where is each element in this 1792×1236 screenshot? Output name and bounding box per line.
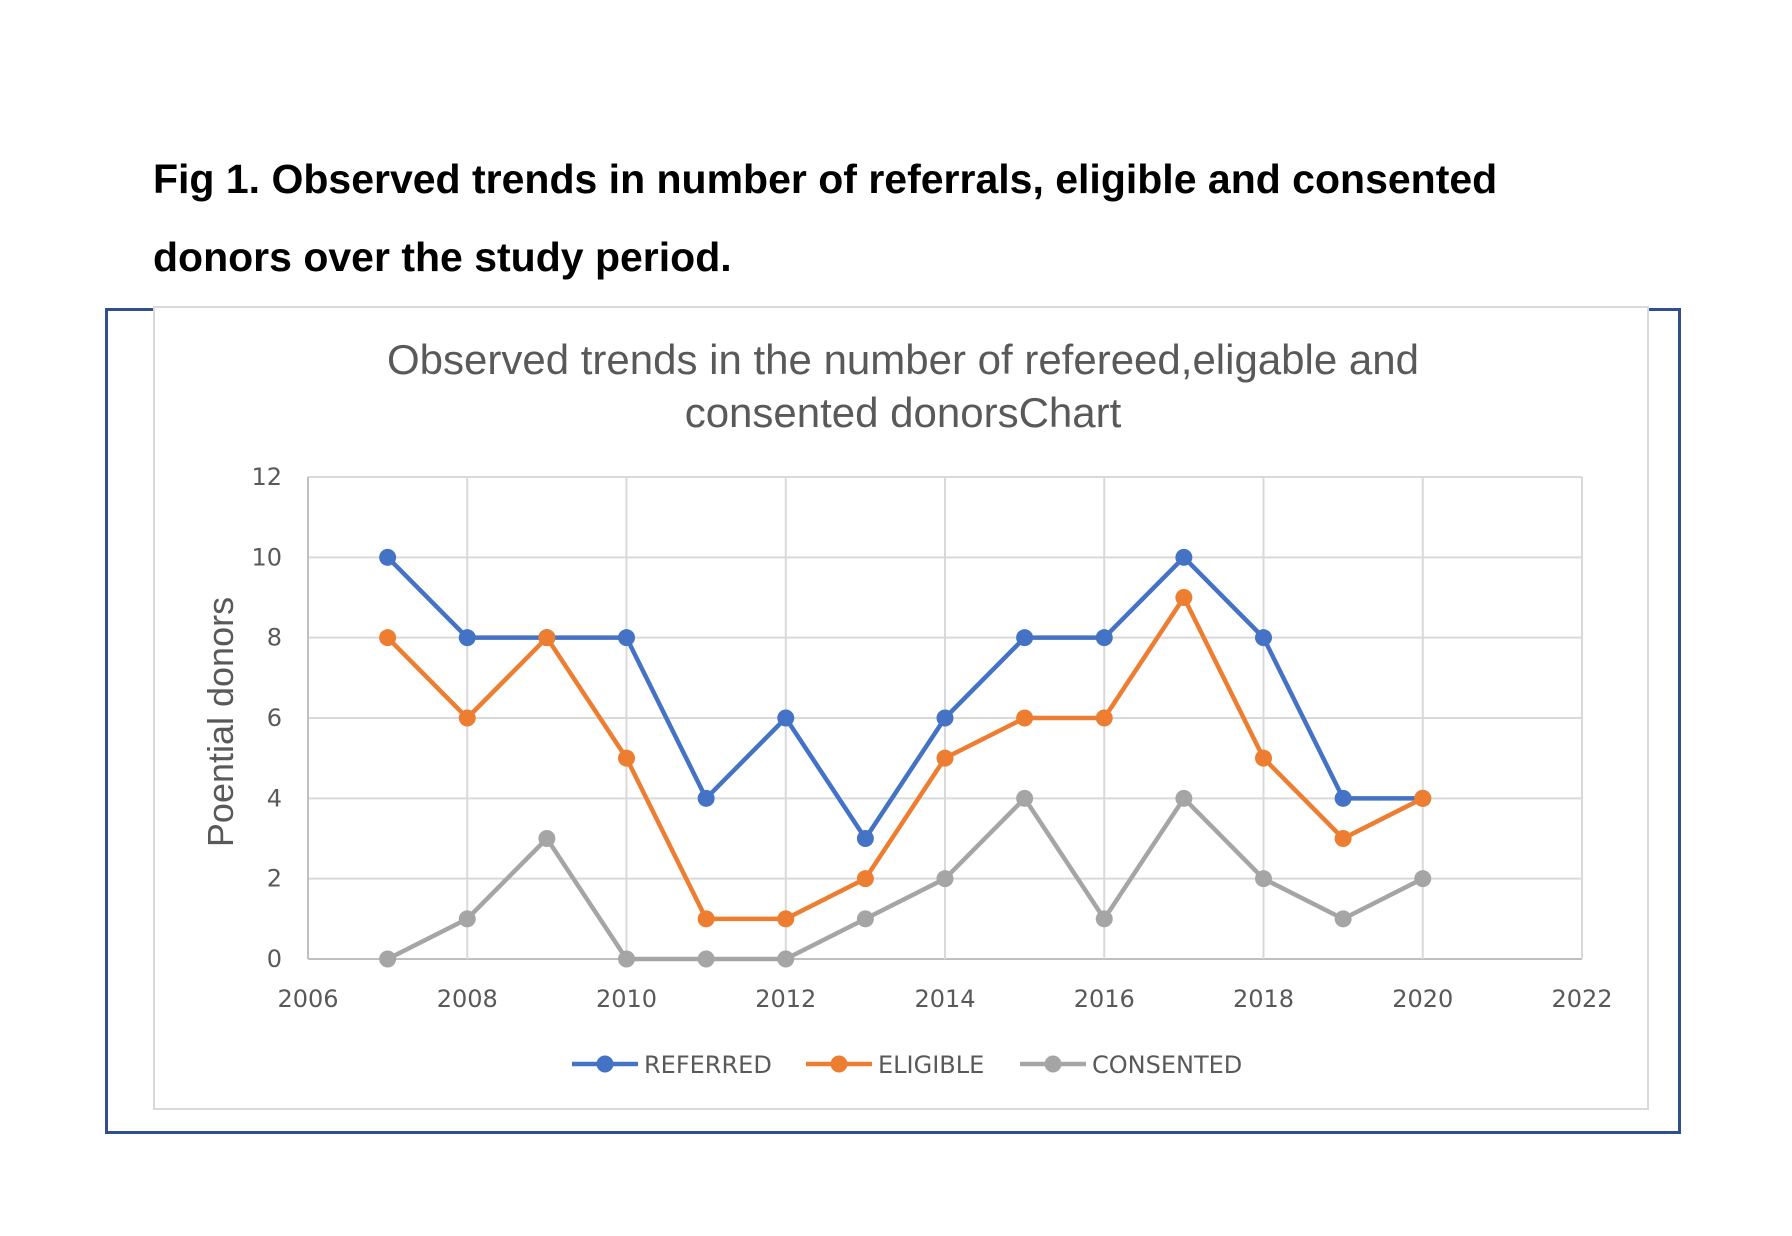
data-point — [1334, 830, 1352, 847]
y-tick-label: 2 — [267, 865, 282, 893]
y-tick-label: 0 — [267, 945, 282, 973]
data-point — [856, 830, 874, 847]
data-point — [697, 789, 715, 807]
legend-marker — [830, 1055, 848, 1073]
data-point — [1255, 870, 1272, 888]
data-point — [1334, 910, 1352, 928]
y-tick-label: 12 — [251, 463, 282, 491]
legend-item-consented: CONSENTED — [1020, 1051, 1242, 1079]
legend-marker — [1044, 1055, 1062, 1073]
series-group — [379, 548, 1432, 968]
series-line — [386, 555, 1423, 841]
data-point — [1175, 789, 1193, 807]
legend-label: REFERRED — [644, 1051, 772, 1079]
data-point — [1414, 870, 1432, 888]
x-tick-label: 2020 — [1392, 985, 1453, 1013]
data-point — [1255, 629, 1272, 647]
data-point — [777, 709, 795, 727]
data-point — [936, 709, 954, 727]
y-axis-label: Poential donors — [200, 597, 241, 847]
data-point — [856, 910, 874, 928]
data-point — [1095, 910, 1113, 928]
x-tick-label: 2016 — [1074, 985, 1135, 1013]
data-point — [697, 950, 715, 968]
data-point — [697, 910, 715, 928]
data-point — [458, 629, 476, 647]
data-point — [936, 749, 954, 767]
y-tick-label: 6 — [267, 704, 282, 732]
data-point — [538, 830, 556, 847]
legend-label: CONSENTED — [1092, 1051, 1242, 1079]
data-point — [538, 629, 556, 647]
data-point — [777, 950, 795, 968]
data-point — [379, 950, 397, 968]
legend-item-referred: REFERRED — [572, 1051, 772, 1079]
data-point — [1016, 629, 1034, 647]
data-point — [618, 950, 635, 968]
data-point — [379, 629, 397, 647]
data-point — [618, 629, 635, 647]
x-tick-label: 2006 — [277, 985, 338, 1013]
figure-caption-line-1: Fig 1. Observed trends in number of refe… — [153, 156, 1498, 202]
legend: REFERRED ELIGIBLE CONSENTED — [572, 1051, 1242, 1079]
data-point — [856, 870, 874, 888]
data-point — [458, 910, 476, 928]
y-tick-label: 4 — [267, 784, 282, 812]
legend-marker — [596, 1055, 614, 1073]
data-point — [379, 548, 397, 566]
series-consented — [379, 789, 1432, 968]
data-point — [1095, 709, 1113, 727]
series-line — [386, 595, 1424, 922]
data-point — [1414, 789, 1432, 807]
x-tick-label: 2012 — [755, 985, 816, 1013]
data-point — [1016, 709, 1034, 727]
x-tick-label: 2014 — [914, 985, 975, 1013]
series-referred — [379, 548, 1432, 847]
x-tick-label: 2010 — [596, 985, 657, 1013]
y-tick-label: 10 — [251, 543, 282, 571]
chart-title-line-1: Observed trends in the number of referee… — [387, 336, 1419, 383]
data-point — [458, 709, 476, 727]
data-point — [1175, 548, 1193, 566]
figure-caption-line-2: donors over the study period. — [153, 234, 732, 280]
data-point — [1095, 629, 1113, 647]
legend-label: ELIGIBLE — [878, 1051, 984, 1079]
data-point — [1255, 749, 1272, 767]
legend-item-eligible: ELIGIBLE — [806, 1051, 984, 1079]
data-point — [618, 749, 635, 767]
data-point — [936, 870, 954, 888]
chart-title-line-2: consented donorsChart — [685, 389, 1122, 436]
y-axis-ticks: 0 2 4 6 8 10 12 — [251, 463, 282, 973]
gridlines — [307, 476, 1583, 960]
x-axis-ticks: 2006 2008 2010 2012 2014 2016 2018 2020 2022 — [277, 985, 1612, 1013]
y-tick-label: 8 — [267, 624, 282, 652]
data-point — [777, 910, 795, 928]
series-line — [386, 796, 1424, 962]
data-point — [1175, 589, 1193, 606]
data-point — [1016, 789, 1034, 807]
figure-caption: Fig 1. Observed trends in number of refe… — [153, 140, 1673, 296]
x-tick-label: 2022 — [1551, 985, 1612, 1013]
x-tick-label: 2008 — [437, 985, 498, 1013]
x-tick-label: 2018 — [1233, 985, 1294, 1013]
chart-area — [153, 306, 1649, 1110]
series-eligible — [379, 589, 1432, 928]
data-point — [1334, 789, 1352, 807]
